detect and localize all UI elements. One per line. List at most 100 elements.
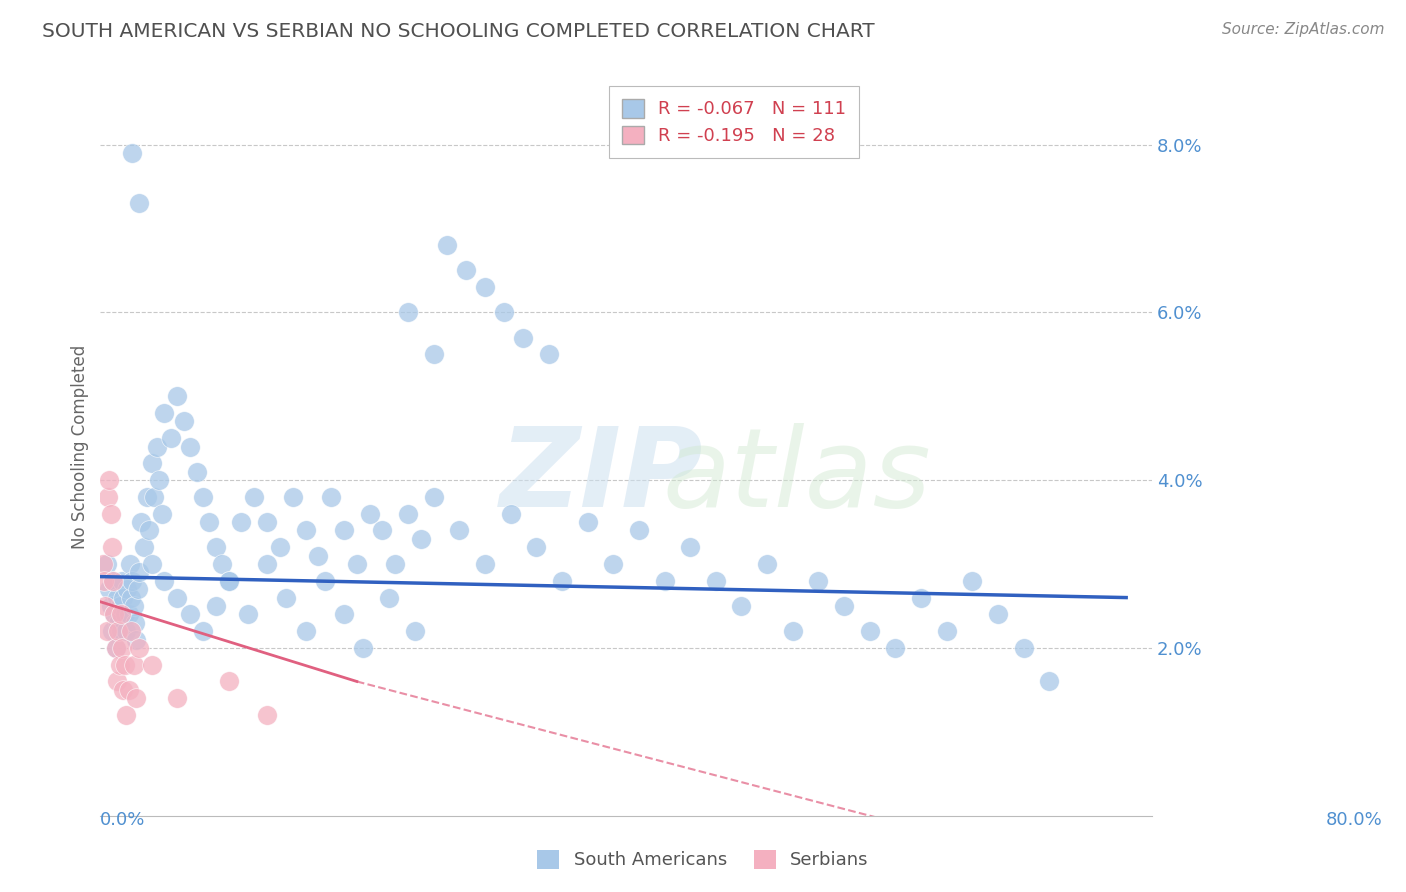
Point xyxy=(120,591,142,605)
Point xyxy=(243,490,266,504)
Point xyxy=(551,574,574,588)
Point xyxy=(333,607,356,622)
Point xyxy=(422,347,444,361)
Point xyxy=(962,574,984,588)
Point xyxy=(131,515,153,529)
Point xyxy=(269,540,291,554)
Point xyxy=(173,414,195,428)
Point xyxy=(191,624,214,639)
Point xyxy=(294,624,316,639)
Point xyxy=(120,624,142,639)
Point xyxy=(117,607,139,622)
Point xyxy=(108,657,131,672)
Point xyxy=(166,691,188,706)
Point xyxy=(104,640,127,655)
Point xyxy=(103,607,125,622)
Point xyxy=(107,624,129,639)
Point xyxy=(384,557,406,571)
Point xyxy=(91,557,114,571)
Point xyxy=(101,574,124,588)
Point xyxy=(125,632,148,647)
Point xyxy=(96,557,118,571)
Point xyxy=(454,263,477,277)
Point xyxy=(110,624,132,639)
Point xyxy=(118,557,141,571)
Point xyxy=(100,507,122,521)
Point xyxy=(132,540,155,554)
Point xyxy=(378,591,401,605)
Point xyxy=(138,524,160,538)
Point xyxy=(218,574,240,588)
Point xyxy=(281,490,304,504)
Point xyxy=(105,591,128,605)
Point xyxy=(112,682,135,697)
Point xyxy=(96,624,118,639)
Point xyxy=(884,640,907,655)
Point xyxy=(538,347,561,361)
Point xyxy=(150,507,173,521)
Point xyxy=(321,490,343,504)
Point xyxy=(204,540,226,554)
Point xyxy=(124,615,146,630)
Point xyxy=(256,557,278,571)
Point xyxy=(859,624,882,639)
Point xyxy=(499,507,522,521)
Point xyxy=(128,196,150,211)
Point xyxy=(231,515,253,529)
Point xyxy=(1012,640,1035,655)
Point xyxy=(98,582,121,597)
Point xyxy=(935,624,957,639)
Point xyxy=(107,615,129,630)
Point xyxy=(101,624,124,639)
Point xyxy=(186,465,208,479)
Point xyxy=(93,574,115,588)
Legend: South Americans, Serbians: South Americans, Serbians xyxy=(529,841,877,879)
Point xyxy=(148,473,170,487)
Point xyxy=(111,640,134,655)
Point xyxy=(602,557,624,571)
Text: 0.0%: 0.0% xyxy=(100,811,146,829)
Point xyxy=(153,574,176,588)
Point xyxy=(94,599,117,613)
Point xyxy=(396,507,419,521)
Point xyxy=(333,524,356,538)
Point xyxy=(494,305,516,319)
Point xyxy=(101,540,124,554)
Point xyxy=(1038,674,1060,689)
Point xyxy=(115,708,138,723)
Point xyxy=(166,389,188,403)
Point xyxy=(236,607,259,622)
Text: 80.0%: 80.0% xyxy=(1326,811,1382,829)
Point xyxy=(307,549,329,563)
Point xyxy=(110,607,132,622)
Point xyxy=(179,607,201,622)
Point xyxy=(101,574,124,588)
Point xyxy=(128,640,150,655)
Point xyxy=(153,406,176,420)
Point xyxy=(141,456,163,470)
Point xyxy=(294,524,316,538)
Point xyxy=(104,640,127,655)
Point xyxy=(346,557,368,571)
Point xyxy=(730,599,752,613)
Point xyxy=(474,557,496,571)
Point xyxy=(352,640,374,655)
Point xyxy=(191,490,214,504)
Point xyxy=(987,607,1010,622)
Point xyxy=(135,490,157,504)
Point xyxy=(627,524,650,538)
Point xyxy=(422,490,444,504)
Point xyxy=(117,582,139,597)
Y-axis label: No Schooling Completed: No Schooling Completed xyxy=(72,344,89,549)
Point xyxy=(114,657,136,672)
Point xyxy=(832,599,855,613)
Point xyxy=(679,540,702,554)
Point xyxy=(105,674,128,689)
Point xyxy=(314,574,336,588)
Point xyxy=(704,574,727,588)
Point xyxy=(127,582,149,597)
Point xyxy=(166,591,188,605)
Point xyxy=(256,515,278,529)
Legend: R = -0.067   N = 111, R = -0.195   N = 28: R = -0.067 N = 111, R = -0.195 N = 28 xyxy=(609,87,859,158)
Point xyxy=(807,574,830,588)
